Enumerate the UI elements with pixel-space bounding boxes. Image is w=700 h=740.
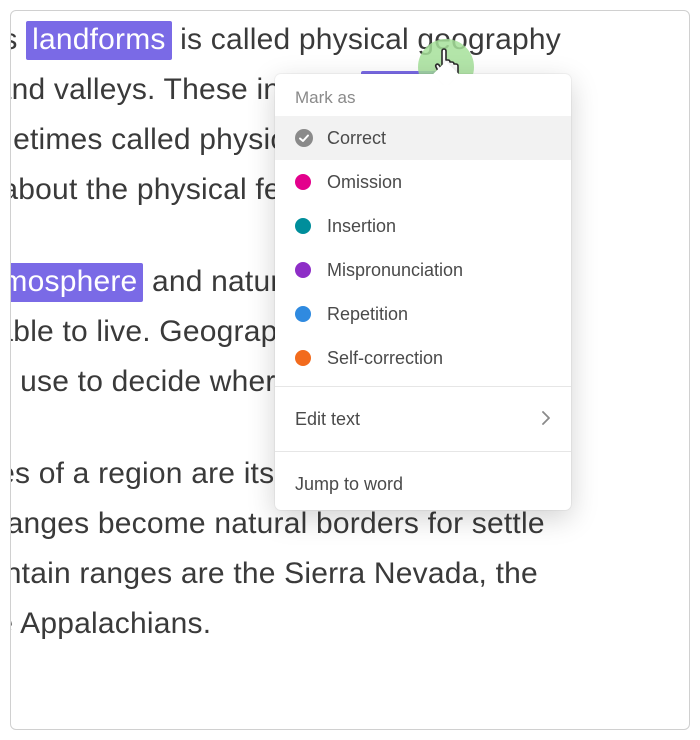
menu-item-omission[interactable]: Omission bbox=[275, 160, 571, 204]
menu-item-label: Self-correction bbox=[327, 348, 443, 369]
color-dot-icon bbox=[295, 306, 311, 322]
menu-separator bbox=[275, 451, 571, 452]
menu-item-insertion[interactable]: Insertion bbox=[275, 204, 571, 248]
menu-action-label: Edit text bbox=[295, 409, 360, 430]
color-dot-icon bbox=[295, 350, 311, 366]
menu-header: Mark as bbox=[275, 74, 571, 116]
menu-item-label: Repetition bbox=[327, 304, 408, 325]
menu-item-label: Omission bbox=[327, 172, 402, 193]
reading-assessment-panel: th's landforms is called physical geogra… bbox=[10, 10, 690, 730]
color-dot-icon bbox=[295, 174, 311, 190]
menu-item-label: Mispronunciation bbox=[327, 260, 463, 281]
menu-item-mispronunciation[interactable]: Mispronunciation bbox=[275, 248, 571, 292]
text-run: n ranges become natural borders for sett… bbox=[10, 507, 545, 540]
menu-item-self-correction[interactable]: Self-correction bbox=[275, 336, 571, 380]
mark-as-menu: Mark as Correct Omission Insertion Mispr… bbox=[275, 74, 571, 510]
menu-item-label: Insertion bbox=[327, 216, 396, 237]
color-dot-icon bbox=[295, 218, 311, 234]
menu-action-jump-to-word[interactable]: Jump to word bbox=[275, 458, 571, 510]
color-dot-icon bbox=[295, 262, 311, 278]
menu-separator bbox=[275, 386, 571, 387]
checkmark-icon bbox=[295, 129, 313, 147]
text-run: ountain ranges are the Sierra Nevada, th… bbox=[10, 557, 538, 590]
menu-action-edit-text[interactable]: Edit text bbox=[275, 393, 571, 445]
chevron-right-icon bbox=[541, 409, 551, 430]
text-run: th's bbox=[10, 23, 26, 56]
menu-item-label: Correct bbox=[327, 128, 386, 149]
text-run: is called physical geography bbox=[172, 23, 561, 56]
text-run: the Appalachians. bbox=[10, 607, 211, 640]
menu-item-correct[interactable]: Correct bbox=[275, 116, 571, 160]
menu-item-repetition[interactable]: Repetition bbox=[275, 292, 571, 336]
highlight-word-landforms[interactable]: landforms bbox=[26, 21, 172, 60]
menu-action-label: Jump to word bbox=[295, 474, 403, 495]
highlight-word-atmosphere[interactable]: atmosphere bbox=[10, 263, 143, 302]
